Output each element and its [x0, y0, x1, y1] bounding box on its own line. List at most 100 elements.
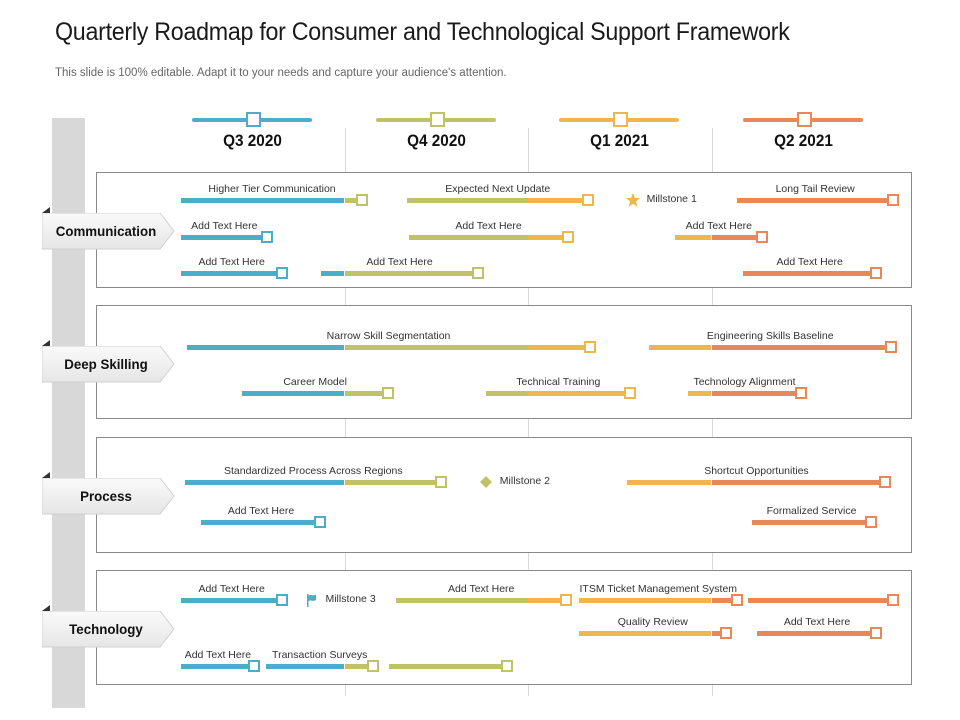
quarter-label: Q3 2020	[223, 131, 282, 150]
bar-end-handle[interactable]	[884, 340, 897, 353]
tag-fold	[42, 207, 50, 213]
bar-segment	[395, 597, 528, 603]
star-icon	[625, 193, 640, 207]
bar-label: Career Model	[283, 376, 347, 388]
bar-end-handle[interactable]	[275, 593, 288, 606]
bar-segment	[181, 197, 345, 203]
bar-segment	[344, 479, 442, 485]
bar-segment	[528, 197, 589, 203]
category-label: Technology	[69, 621, 143, 637]
category-tag[interactable]: Communication	[42, 213, 175, 250]
bar-end-handle[interactable]	[435, 475, 448, 488]
bar-segment	[181, 663, 255, 669]
category-panel	[96, 437, 912, 553]
category-panel	[96, 172, 912, 288]
bar-label: Long Tail Review	[775, 183, 855, 195]
bar-end-handle[interactable]	[583, 340, 596, 353]
tag-fold	[42, 605, 50, 611]
bar-segment	[711, 234, 763, 240]
quarter-label: Q4 2020	[406, 131, 466, 150]
bar-label: Add Text Here	[227, 505, 295, 517]
bar-segment	[711, 597, 738, 603]
bar-end-handle[interactable]	[471, 266, 484, 279]
bar-label: Standardized Process Across Regions	[224, 465, 403, 477]
bar-segment	[344, 197, 363, 203]
bar-end-handle[interactable]	[260, 230, 273, 243]
bar-segment	[406, 197, 528, 203]
bar-segment	[579, 597, 712, 603]
bar-label: Transaction Surveys	[272, 649, 368, 661]
bar-label: Narrow Skill Segmentation	[326, 330, 451, 342]
bar-end-handle[interactable]	[730, 593, 743, 606]
bar-end-handle[interactable]	[879, 475, 892, 488]
flag-icon	[307, 594, 317, 607]
bar-segment	[711, 390, 802, 396]
bar-end-handle[interactable]	[624, 386, 637, 399]
bar-end-handle[interactable]	[560, 593, 573, 606]
category-tag[interactable]: Technology	[42, 611, 175, 648]
bar-label: Add Text Here	[448, 583, 515, 595]
bar-label: Expected Next Update	[445, 183, 551, 195]
bar-segment	[181, 597, 283, 603]
bar-label: Formalized Service	[766, 505, 857, 517]
bar-segment	[181, 270, 283, 276]
bar-end-handle[interactable]	[561, 230, 574, 243]
bar-end-handle[interactable]	[367, 659, 380, 672]
quarter-label: Q1 2021	[590, 131, 649, 150]
bar-end-handle[interactable]	[794, 386, 807, 399]
tag-arrow-shape	[42, 478, 175, 515]
bar-label: Add Text Here	[685, 220, 752, 232]
bar-end-handle[interactable]	[275, 266, 288, 279]
bar-end-handle[interactable]	[382, 386, 395, 399]
bar-end-handle[interactable]	[314, 515, 327, 528]
quarter-slider-handle[interactable]	[796, 112, 812, 127]
quarter-slider-handle[interactable]	[246, 112, 261, 127]
bar-end-handle[interactable]	[248, 659, 261, 672]
bar-segment	[344, 663, 374, 669]
bar-label: Add Text Here	[783, 616, 851, 628]
quarter-slider-handle[interactable]	[429, 112, 445, 127]
bar-segment	[528, 344, 591, 350]
bar-segment	[751, 519, 872, 525]
bar-segment	[265, 663, 345, 669]
bar-segment	[181, 234, 268, 240]
bar-segment	[674, 234, 712, 240]
bar-end-handle[interactable]	[886, 193, 899, 206]
bar-segment	[388, 663, 508, 669]
bar-segment	[627, 479, 712, 485]
category-tag[interactable]: Process	[42, 478, 175, 515]
category-label: Process	[80, 488, 132, 504]
category-tag[interactable]: Deep Skilling	[42, 346, 175, 383]
bar-label: Quality Review	[617, 616, 688, 628]
bar-segment	[528, 234, 569, 240]
bar-end-handle[interactable]	[582, 193, 595, 206]
bar-label: Add Text Here	[191, 220, 258, 232]
page-title: Quarterly Roadmap for Consumer and Techn…	[55, 18, 790, 46]
milestone-label: Millstone 1	[646, 193, 697, 205]
bar-segment	[344, 344, 528, 350]
bar-end-handle[interactable]	[719, 626, 732, 639]
quarter-slider-handle[interactable]	[613, 112, 628, 127]
tag-arrow-shape	[42, 213, 175, 250]
bar-segment	[241, 390, 345, 396]
bar-label: Add Text Here	[184, 649, 252, 661]
bar-label: Add Text Here	[366, 256, 433, 268]
bar-end-handle[interactable]	[756, 230, 769, 243]
bar-label: Shortcut Opportunities	[704, 465, 809, 477]
bar-segment	[408, 234, 528, 240]
bar-segment	[344, 270, 479, 276]
bar-end-handle[interactable]	[864, 515, 877, 528]
bar-segment	[687, 390, 712, 396]
tag-fold	[42, 340, 50, 346]
bar-end-handle[interactable]	[886, 593, 899, 606]
bar-segment	[186, 344, 345, 350]
bar-end-handle[interactable]	[356, 193, 369, 206]
bar-end-handle[interactable]	[870, 266, 883, 279]
bar-segment	[711, 479, 886, 485]
bar-end-handle[interactable]	[501, 659, 514, 672]
bar-label: Add Text Here	[198, 583, 265, 595]
bar-end-handle[interactable]	[870, 626, 883, 639]
bar-segment	[757, 630, 877, 636]
bar-segment	[742, 270, 877, 276]
bar-segment	[485, 390, 528, 396]
